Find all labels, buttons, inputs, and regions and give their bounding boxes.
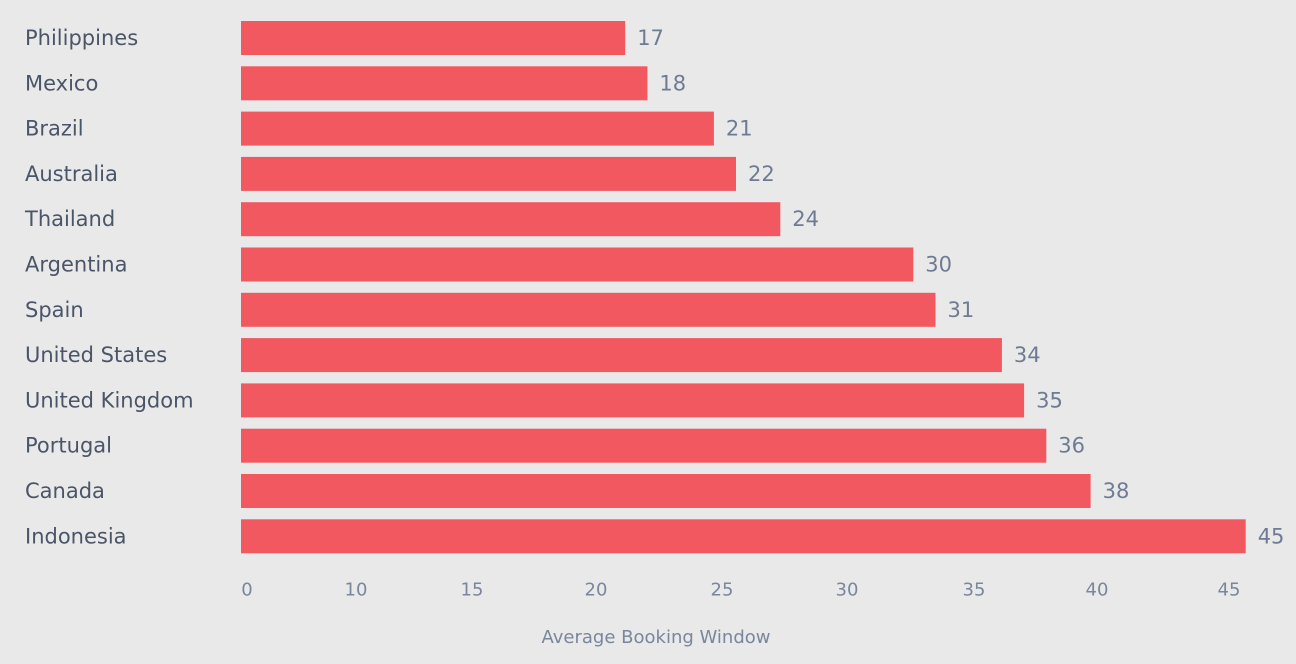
value-label: 24 <box>792 207 819 231</box>
x-axis-ticks-group: 0 10 15 20 25 30 35 40 45 <box>241 580 1240 601</box>
x-tick-label: 35 <box>963 580 986 601</box>
bar <box>241 474 1091 508</box>
value-label: 17 <box>637 26 664 50</box>
x-tick-label: 30 <box>836 580 859 601</box>
category-labels-group: Philippines Mexico Brazil Australia Thailand… <box>24 26 194 548</box>
value-label: 34 <box>1014 343 1041 367</box>
bar <box>241 383 1025 418</box>
value-label: 21 <box>726 117 753 141</box>
x-tick-label: 40 <box>1086 580 1109 601</box>
category-label: Canada <box>25 479 105 503</box>
bar <box>241 519 1246 554</box>
value-label: 31 <box>948 298 975 322</box>
x-tick-label: 15 <box>461 580 484 601</box>
bar <box>241 21 626 55</box>
category-label: Argentina <box>25 253 127 277</box>
value-label: 45 <box>1258 524 1285 548</box>
bar <box>241 247 914 282</box>
x-tick-label: 0 <box>241 580 252 601</box>
bar <box>241 338 1002 373</box>
category-label: Australia <box>25 162 118 186</box>
value-label: 18 <box>659 71 686 95</box>
x-tick-label: 45 <box>1218 580 1241 601</box>
category-label: Thailand <box>24 207 115 231</box>
category-label: Spain <box>25 298 84 322</box>
bars-group <box>241 21 1246 554</box>
x-axis-title: Average Booking Window <box>542 627 771 648</box>
bar <box>241 292 936 327</box>
x-tick-label: 20 <box>585 580 608 601</box>
value-label: 36 <box>1058 434 1085 458</box>
category-label: Philippines <box>25 26 138 50</box>
x-tick-label: 10 <box>345 580 368 601</box>
value-label: 38 <box>1103 479 1130 503</box>
value-label: 22 <box>748 162 775 186</box>
value-labels-group: 17 18 21 22 24 30 31 34 35 36 38 45 <box>637 26 1284 548</box>
bar <box>241 66 648 101</box>
value-label: 30 <box>925 253 952 277</box>
bar <box>241 202 781 237</box>
value-label: 35 <box>1036 388 1063 412</box>
category-label: Mexico <box>25 71 98 95</box>
bar <box>241 156 736 191</box>
category-label: United States <box>25 343 167 367</box>
bar <box>241 428 1047 463</box>
category-label: United Kingdom <box>25 388 194 412</box>
bar <box>241 111 714 146</box>
category-label: Brazil <box>25 117 84 141</box>
category-label: Portugal <box>25 434 112 458</box>
category-label: Indonesia <box>25 524 127 548</box>
x-tick-label: 25 <box>711 580 734 601</box>
